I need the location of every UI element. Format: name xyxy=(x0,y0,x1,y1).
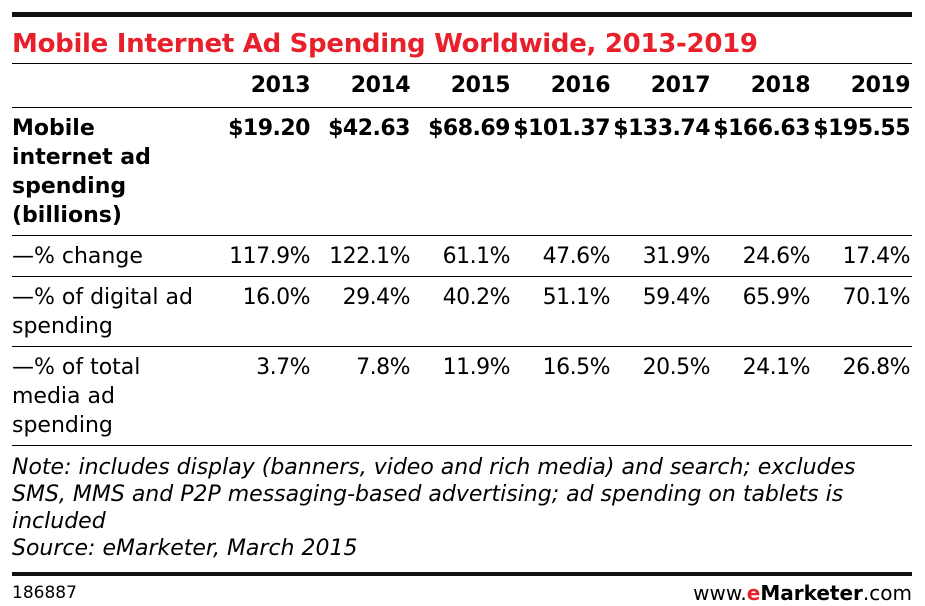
table-row: Mobile internet ad spending (billions) $… xyxy=(12,107,912,236)
year-header: 2017 xyxy=(650,73,711,98)
year-header: 2016 xyxy=(550,73,611,98)
brand-e: e xyxy=(746,581,761,605)
table-cell: 16.5% xyxy=(512,346,612,445)
table-cell: 122.1% xyxy=(312,235,412,277)
footer: 186887 www.eMarketer.com xyxy=(12,576,912,606)
chart-frame: Mobile Internet Ad Spending Worldwide, 2… xyxy=(12,12,912,606)
table-cell: 51.1% xyxy=(512,276,612,347)
header-row: 2013 2014 2015 2016 2017 2018 2019 xyxy=(12,64,912,108)
brand-name: Marketer xyxy=(760,581,863,605)
row-label: —% change xyxy=(12,235,212,277)
notes-block: Note: includes display (banners, video a… xyxy=(12,445,912,572)
year-header: 2018 xyxy=(750,73,811,98)
header-label-cell xyxy=(12,64,212,108)
table-cell: 3.7% xyxy=(212,346,312,445)
row-label: —% of digital ad spending xyxy=(12,276,212,347)
table-cell: 31.9% xyxy=(612,235,712,277)
table-cell: 11.9% xyxy=(412,346,512,445)
chart-id: 186887 xyxy=(12,583,77,603)
year-header: 2019 xyxy=(850,73,911,98)
brand-suffix: .com xyxy=(862,581,912,605)
note-text: Note: includes display (banners, video a… xyxy=(12,455,856,534)
chart-title: Mobile Internet Ad Spending Worldwide, 2… xyxy=(12,29,758,59)
table-cell: $133.74 xyxy=(612,107,712,236)
table-cell: $101.37 xyxy=(512,107,612,236)
table-cell: 40.2% xyxy=(412,276,512,347)
table-cell: 59.4% xyxy=(612,276,712,347)
table-cell: 20.5% xyxy=(612,346,712,445)
table-cell: 26.8% xyxy=(812,346,912,445)
title-rule xyxy=(12,63,912,64)
top-bar xyxy=(12,12,912,17)
table-cell: 70.1% xyxy=(812,276,912,347)
table-cell: 7.8% xyxy=(312,346,412,445)
table-cell: $68.69 xyxy=(412,107,512,236)
table-cell: 17.4% xyxy=(812,235,912,277)
table-cell: $195.55 xyxy=(812,107,912,236)
brand-logo: www.eMarketer.com xyxy=(693,581,912,605)
table-cell: 29.4% xyxy=(312,276,412,347)
brand-prefix: www. xyxy=(693,581,747,605)
table-cell: 24.6% xyxy=(712,235,812,277)
table-row: —% change 117.9% 122.1% 61.1% 47.6% 31.9… xyxy=(12,235,912,277)
table-row: —% of total media ad spending 3.7% 7.8% … xyxy=(12,346,912,445)
source-text: Source: eMarketer, March 2015 xyxy=(12,536,358,561)
year-header: 2013 xyxy=(250,73,311,98)
table-cell: 61.1% xyxy=(412,235,512,277)
table-row: —% of digital ad spending 16.0% 29.4% 40… xyxy=(12,276,912,347)
year-header: 2015 xyxy=(450,73,511,98)
table-cell: 117.9% xyxy=(212,235,312,277)
table-cell: $166.63 xyxy=(712,107,812,236)
year-header: 2014 xyxy=(350,73,411,98)
table-cell: 65.9% xyxy=(712,276,812,347)
table-cell: 47.6% xyxy=(512,235,612,277)
row-label: —% of total media ad spending xyxy=(12,346,212,445)
data-table: 2013 2014 2015 2016 2017 2018 2019 Mobil… xyxy=(12,64,912,445)
row-label: Mobile internet ad spending (billions) xyxy=(12,107,212,236)
table-cell: 24.1% xyxy=(712,346,812,445)
bottom-bar xyxy=(12,572,912,576)
table-cell: $19.20 xyxy=(212,107,312,236)
table-cell: $42.63 xyxy=(312,107,412,236)
table-cell: 16.0% xyxy=(212,276,312,347)
